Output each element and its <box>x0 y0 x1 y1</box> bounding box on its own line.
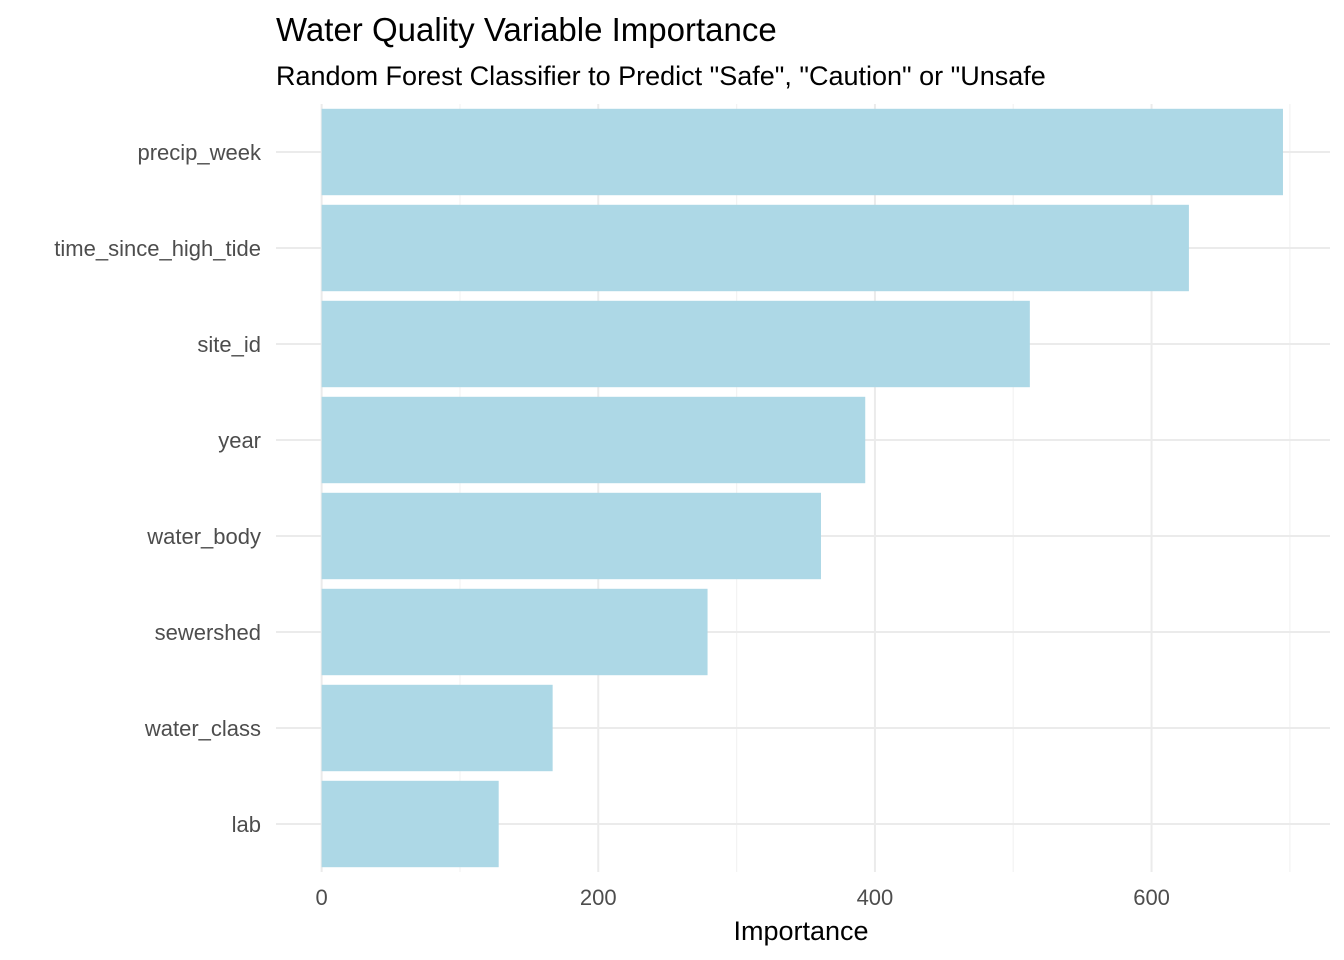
bar-water_body <box>321 492 821 580</box>
bar-time_since_high_tide <box>321 204 1189 292</box>
bars <box>321 108 1283 868</box>
chart-title: Water Quality Variable Importance <box>276 11 777 48</box>
y-tick-label: sewershed <box>155 620 261 645</box>
chart-subtitle: Random Forest Classifier to Predict "Saf… <box>276 61 1046 91</box>
y-tick-label: lab <box>232 812 261 837</box>
bar-water_class <box>321 684 553 772</box>
x-axis-labels: 0 200 400 600 <box>316 885 1170 910</box>
bar-sewershed <box>321 588 708 676</box>
y-tick-label: year <box>218 428 261 453</box>
x-tick-label: 200 <box>580 885 617 910</box>
bar-site_id <box>321 300 1030 388</box>
y-tick-label: time_since_high_tide <box>54 236 261 261</box>
bar-year <box>321 396 866 484</box>
y-tick-label: precip_week <box>137 140 262 165</box>
x-tick-label: 400 <box>857 885 894 910</box>
x-tick-label: 600 <box>1133 885 1170 910</box>
x-tick-label: 0 <box>316 885 328 910</box>
bar-precip_week <box>321 108 1283 196</box>
y-tick-label: water_body <box>146 524 261 549</box>
bar-lab <box>321 780 499 868</box>
y-tick-label: water_class <box>144 716 261 741</box>
y-axis-labels: precip_week time_since_high_tide site_idye… <box>54 140 262 837</box>
y-tick-label: site_id <box>197 332 261 357</box>
x-axis-title: Importance <box>733 916 868 946</box>
